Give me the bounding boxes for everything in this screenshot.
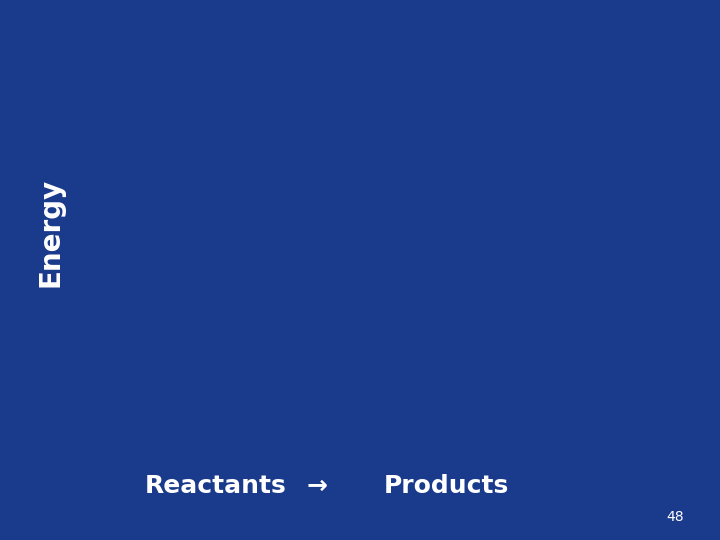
Text: →: →: [306, 474, 328, 498]
Text: ΔH is > 0: ΔH is > 0: [483, 222, 575, 242]
Text: (heat is absorbed): (heat is absorbed): [433, 313, 573, 328]
Text: 48: 48: [667, 510, 684, 524]
Text: Reactants: Reactants: [145, 474, 287, 498]
Text: Products: Products: [384, 474, 509, 498]
Text: Energy: Energy: [37, 178, 64, 287]
Text: = Endothermic: = Endothermic: [422, 273, 584, 292]
Text: Change is up: Change is up: [483, 180, 611, 200]
